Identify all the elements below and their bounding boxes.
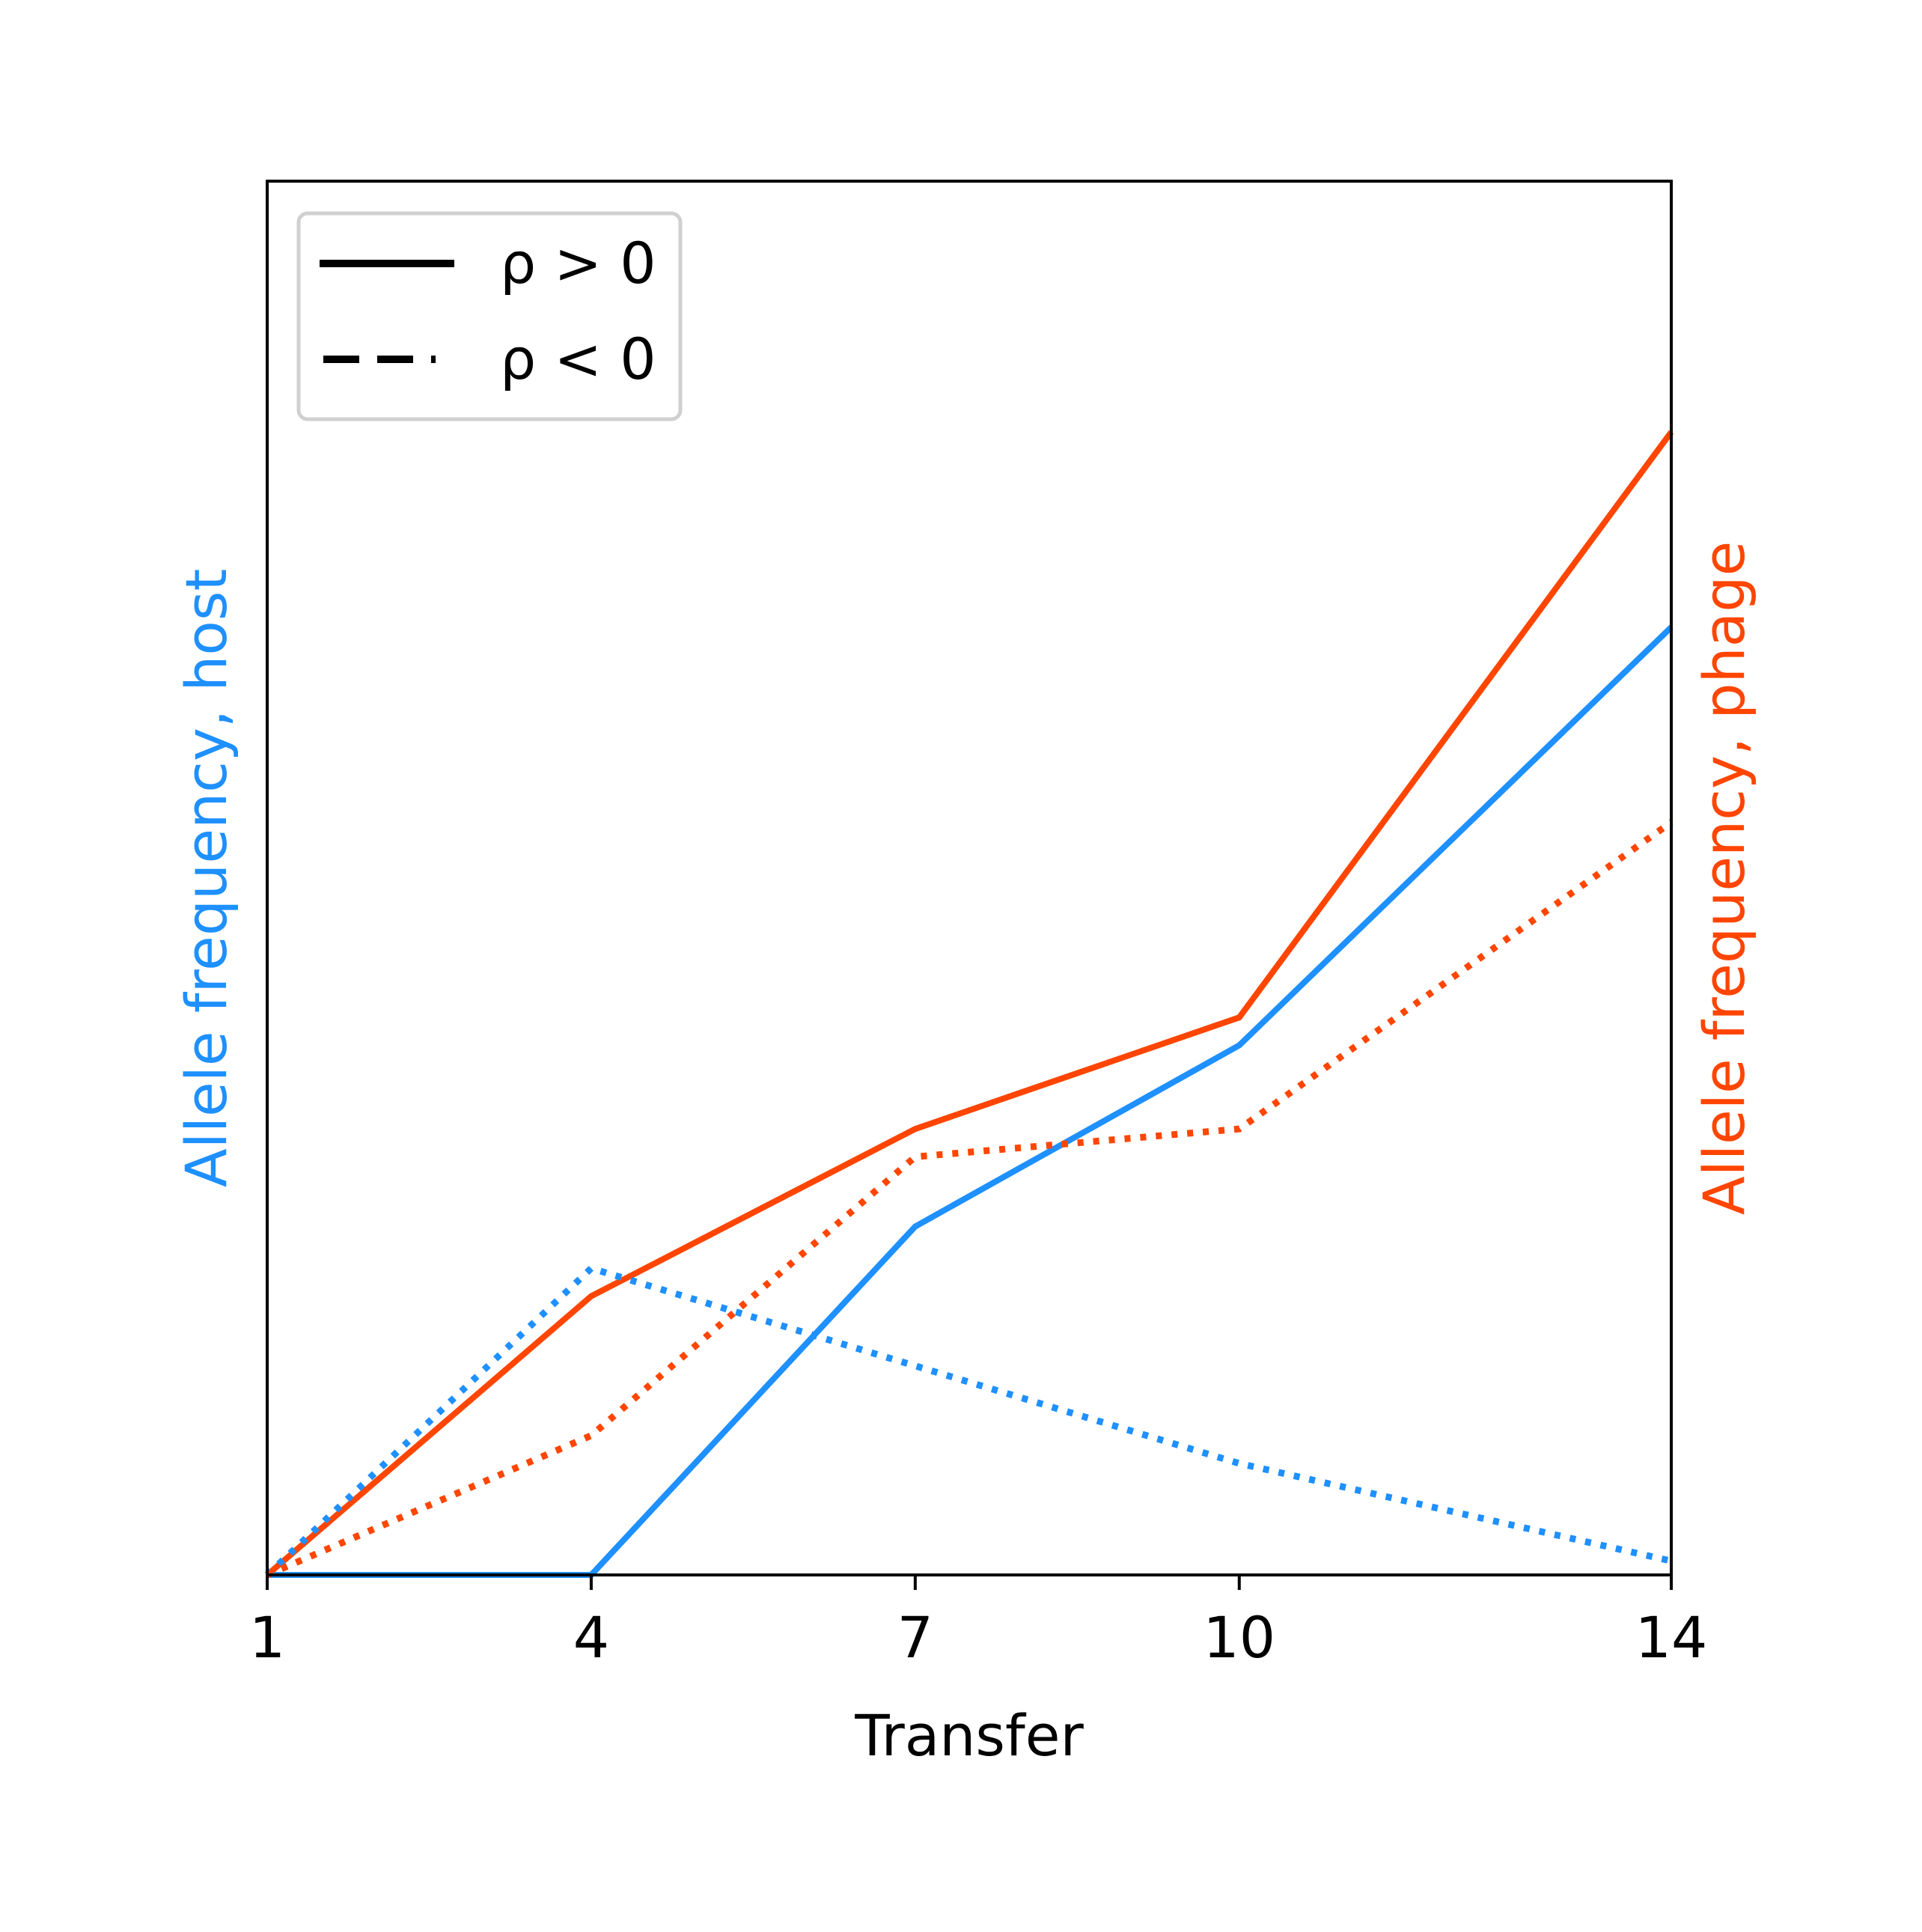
right-y-axis-label: Allele frequency, phage [1691,541,1757,1216]
x-tick-label: 14 [1635,1604,1708,1671]
x-tick-label: 7 [897,1604,933,1671]
x-tick-label: 4 [573,1604,609,1671]
left-y-axis-label: Allele frequency, host [173,569,240,1188]
x-axis-ticks: 1 4 7 10 14 [249,1575,1708,1671]
legend-label-positive: ρ > 0 [500,230,656,296]
x-tick-label: 1 [249,1604,285,1671]
x-tick-label: 10 [1203,1604,1275,1671]
plot-frame [266,180,1673,1576]
series-line-phage-solid [265,430,1674,1578]
legend: ρ > 0 ρ < 0 [296,211,683,421]
x-axis-label: Transfer [854,1702,1084,1769]
legend-label-negative: ρ < 0 [500,326,656,392]
